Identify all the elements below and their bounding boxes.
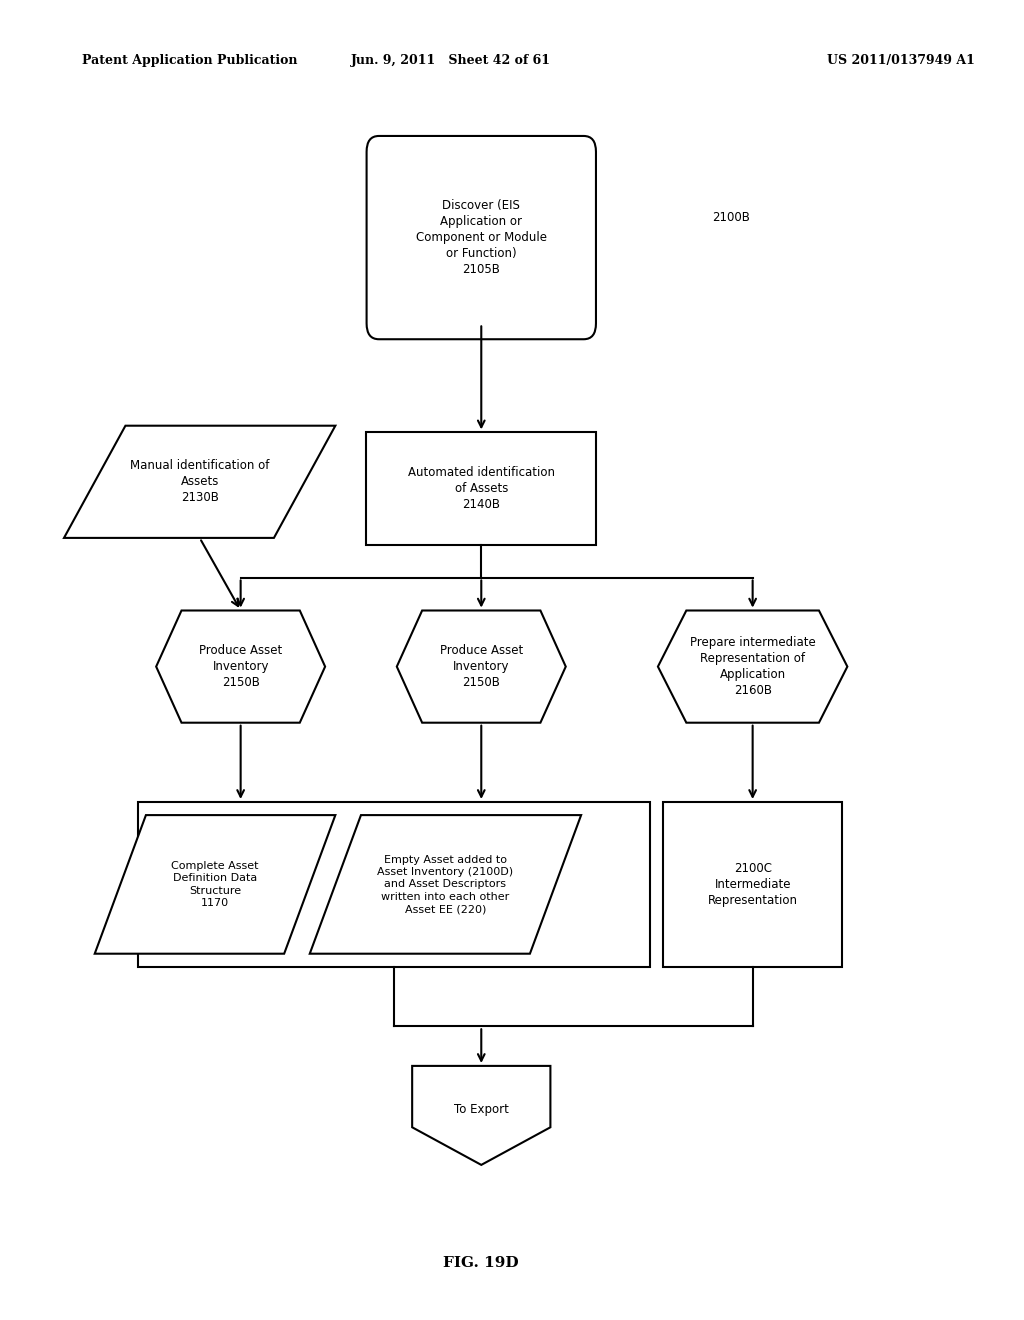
- Text: Patent Application Publication: Patent Application Publication: [82, 54, 297, 67]
- Text: US 2011/0137949 A1: US 2011/0137949 A1: [827, 54, 975, 67]
- Text: FIG. 19D: FIG. 19D: [443, 1257, 519, 1270]
- Bar: [664, 801, 842, 966]
- Text: Jun. 9, 2011   Sheet 42 of 61: Jun. 9, 2011 Sheet 42 of 61: [350, 54, 551, 67]
- Text: 2100B: 2100B: [712, 211, 750, 224]
- Polygon shape: [65, 425, 336, 539]
- Bar: [367, 433, 596, 544]
- Polygon shape: [412, 1067, 551, 1166]
- Text: Complete Asset
Definition Data
Structure
1170: Complete Asset Definition Data Structure…: [171, 861, 259, 908]
- Polygon shape: [94, 814, 336, 953]
- Text: Empty Asset added to
Asset Inventory (2100D)
and Asset Descriptors
written into : Empty Asset added to Asset Inventory (21…: [378, 854, 513, 915]
- Polygon shape: [156, 610, 326, 722]
- Text: Automated identification
of Assets
2140B: Automated identification of Assets 2140B: [408, 466, 555, 511]
- Text: To Export: To Export: [454, 1104, 509, 1117]
- Polygon shape: [396, 610, 565, 722]
- Text: 2100C
Intermediate
Representation: 2100C Intermediate Representation: [708, 862, 798, 907]
- FancyBboxPatch shape: [367, 136, 596, 339]
- Bar: [138, 801, 650, 966]
- Polygon shape: [309, 814, 582, 953]
- Polygon shape: [657, 610, 848, 722]
- Text: Produce Asset
Inventory
2150B: Produce Asset Inventory 2150B: [439, 644, 523, 689]
- Text: Manual identification of
Assets
2130B: Manual identification of Assets 2130B: [130, 459, 269, 504]
- Text: Produce Asset
Inventory
2150B: Produce Asset Inventory 2150B: [199, 644, 283, 689]
- Text: Discover (EIS
Application or
Component or Module
or Function)
2105B: Discover (EIS Application or Component o…: [416, 199, 547, 276]
- Text: Prepare intermediate
Representation of
Application
2160B: Prepare intermediate Representation of A…: [690, 636, 815, 697]
